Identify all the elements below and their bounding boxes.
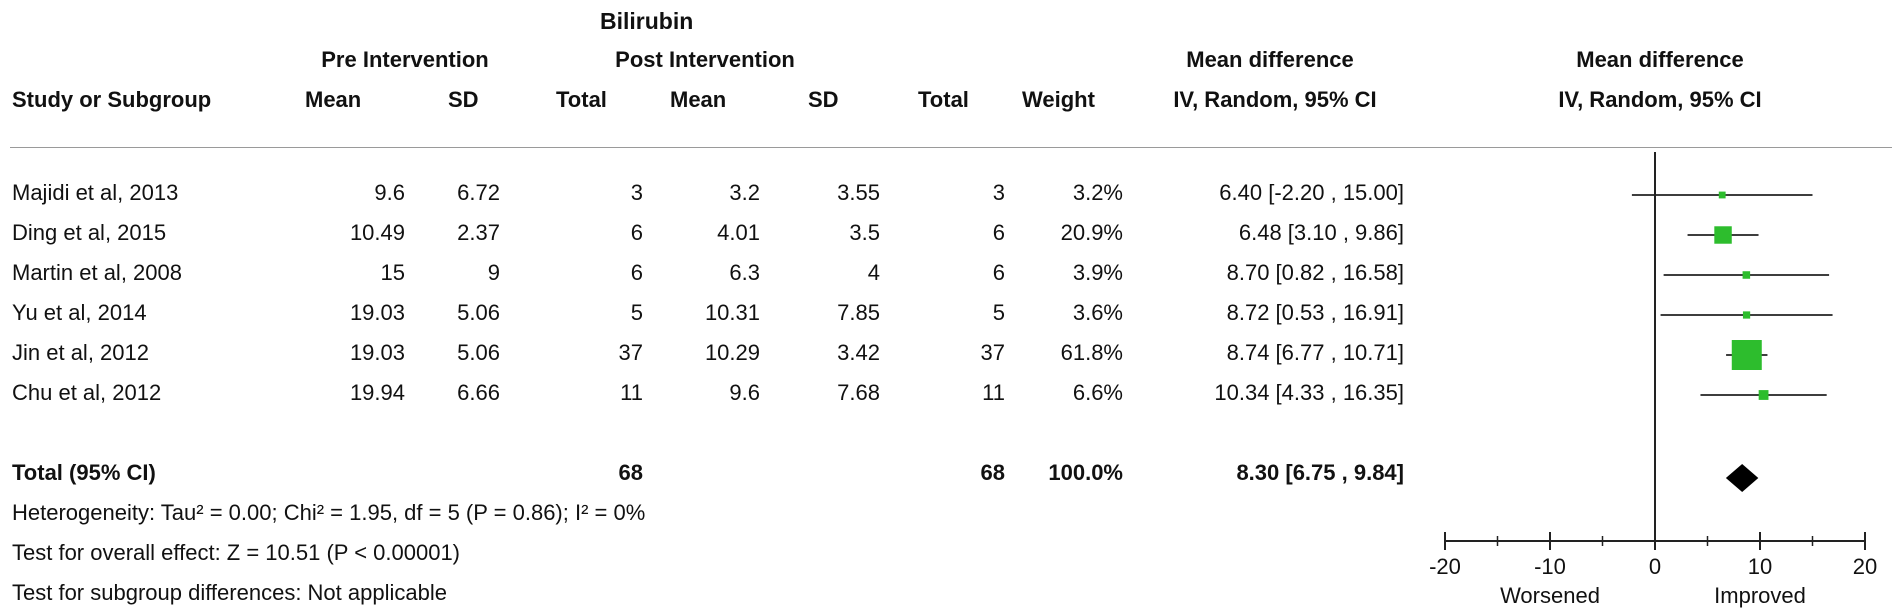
sd1-column-header: SD — [448, 87, 479, 112]
study-name: Martin et al, 2008 — [12, 260, 182, 285]
weight-cell: 61.8% — [1060, 340, 1123, 365]
x-tick-label: -20 — [1429, 554, 1461, 579]
total2-cell: 5 — [992, 300, 1005, 325]
x-tick-label: 20 — [1853, 554, 1877, 579]
total1-cell: 6 — [630, 260, 643, 285]
sd2-column-header: SD — [808, 87, 839, 112]
sd1-cell: 2.37 — [457, 220, 500, 245]
sd1-cell: 6.66 — [457, 380, 500, 405]
sd2-cell: 3.42 — [837, 340, 880, 365]
total2-cell: 68 — [980, 460, 1005, 485]
mean1-cell: 15 — [380, 260, 405, 285]
study-name: Chu et al, 2012 — [12, 380, 162, 405]
sd1-cell: 5.06 — [457, 300, 500, 325]
ci-cell: 8.70 [0.82 , 16.58] — [1226, 260, 1404, 285]
sd2-cell: 3.5 — [849, 220, 880, 245]
pooled-diamond — [1725, 464, 1759, 492]
study-name: Jin et al, 2012 — [12, 340, 149, 365]
study-name: Ding et al, 2015 — [12, 220, 167, 245]
study-marker — [1718, 191, 1726, 199]
study-marker — [1742, 311, 1751, 319]
total2-cell: 11 — [982, 380, 1005, 405]
mean2-cell: 6.3 — [729, 260, 760, 285]
weight-column-header: Weight — [1022, 87, 1095, 112]
sd2-cell: 3.55 — [837, 180, 880, 205]
overall-effect-text: Test for overall effect: Z = 10.51 (P < … — [12, 540, 461, 565]
total-ci-cell: 8.30 [6.75 , 9.84] — [1236, 460, 1404, 485]
ci-cell: 6.48 [3.10 , 9.86] — [1238, 220, 1404, 245]
md-plot-header-top: Mean difference — [1576, 47, 1744, 72]
heterogeneity-text: Heterogeneity: Tau² = 0.00; Chi² = 1.95,… — [12, 500, 646, 525]
mean1-cell: 9.6 — [374, 180, 405, 205]
chart-title: Bilirubin — [600, 8, 694, 34]
weight-cell: 6.6% — [1072, 380, 1123, 405]
weight-cell: 3.6% — [1072, 300, 1123, 325]
total1-cell: 3 — [630, 180, 643, 205]
total2-cell: 3 — [992, 180, 1005, 205]
sd1-cell: 9 — [487, 260, 500, 285]
sd1-cell: 6.72 — [457, 180, 500, 205]
mean2-cell: 3.2 — [729, 180, 760, 205]
weight-cell: 3.9% — [1072, 260, 1123, 285]
header-divider — [10, 147, 1892, 148]
subgroup-text: Test for subgroup differences: Not appli… — [12, 580, 447, 605]
x-label-worsened: Worsened — [1500, 583, 1600, 608]
pre-intervention-header: Pre Intervention — [321, 47, 489, 72]
total-label: Total (95% CI) — [12, 460, 156, 485]
total-weight-cell: 100.0% — [1048, 460, 1123, 485]
mean2-cell: 9.6 — [729, 380, 760, 405]
study-name: Yu et al, 2014 — [12, 300, 147, 325]
sd2-cell: 7.85 — [837, 300, 880, 325]
md-plot-header-bottom: IV, Random, 95% CI — [1558, 87, 1762, 112]
x-label-improved: Improved — [1714, 583, 1806, 608]
x-tick-label: 10 — [1748, 554, 1772, 579]
study-marker — [1758, 390, 1769, 400]
total2-cell: 6 — [992, 220, 1005, 245]
ci-cell: 10.34 [4.33 , 16.35] — [1214, 380, 1404, 405]
mean1-column-header: Mean — [305, 87, 362, 112]
study-name: Majidi et al, 2013 — [12, 180, 179, 205]
total1-cell: 5 — [630, 300, 643, 325]
total1-cell: 11 — [620, 380, 643, 405]
total2-cell: 37 — [980, 340, 1005, 365]
mean1-cell: 19.03 — [349, 340, 405, 365]
total1-cell: 37 — [618, 340, 643, 365]
x-tick-label: -10 — [1534, 554, 1566, 579]
sd2-cell: 7.68 — [837, 380, 880, 405]
x-tick-label: 0 — [1649, 554, 1661, 579]
study-marker — [1731, 340, 1762, 370]
total2-column-header: Total — [918, 87, 969, 112]
mean1-cell: 19.94 — [349, 380, 405, 405]
study-marker — [1742, 271, 1751, 279]
mean1-cell: 19.03 — [349, 300, 405, 325]
study-column-header: Study or Subgroup — [12, 87, 212, 112]
mean2-cell: 4.01 — [717, 220, 760, 245]
total1-cell: 6 — [630, 220, 643, 245]
sd1-cell: 5.06 — [457, 340, 500, 365]
sd2-cell: 4 — [867, 260, 880, 285]
mean2-cell: 10.31 — [704, 300, 760, 325]
mean2-cell: 10.29 — [704, 340, 760, 365]
ci-cell: 6.40 [-2.20 , 15.00] — [1219, 180, 1404, 205]
weight-cell: 3.2% — [1072, 180, 1123, 205]
study-marker — [1714, 226, 1732, 244]
total2-cell: 6 — [992, 260, 1005, 285]
total1-cell: 68 — [618, 460, 643, 485]
weight-cell: 20.9% — [1060, 220, 1123, 245]
ci-cell: 8.72 [0.53 , 16.91] — [1226, 300, 1404, 325]
post-intervention-header: Post Intervention — [615, 47, 795, 72]
mean2-column-header: Mean — [670, 87, 727, 112]
ci-cell: 8.74 [6.77 , 10.71] — [1226, 340, 1404, 365]
md-table-header-top: Mean difference — [1186, 47, 1354, 72]
total1-column-header: Total — [556, 87, 607, 112]
mean1-cell: 10.49 — [349, 220, 405, 245]
md-table-header-bottom: IV, Random, 95% CI — [1173, 87, 1377, 112]
